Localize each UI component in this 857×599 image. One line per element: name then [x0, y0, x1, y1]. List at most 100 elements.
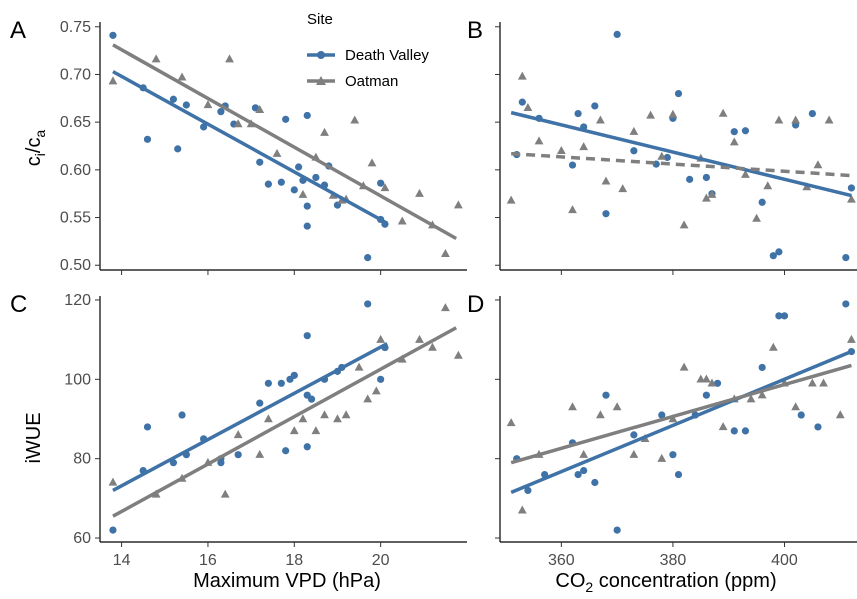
panel-b [495, 22, 857, 275]
y-tick-label: 0.65 [60, 114, 91, 131]
point-oatman [415, 334, 424, 343]
point-death-valley [574, 109, 582, 118]
point-oatman [791, 402, 801, 411]
panel-c: 60 80 100 120 14 16 18 20 [64, 292, 467, 569]
point-death-valley [200, 123, 208, 131]
point-oatman [233, 430, 243, 439]
point-death-valley [256, 399, 264, 407]
point-oatman [397, 216, 407, 225]
point-death-valley [303, 202, 311, 210]
point-oatman [679, 362, 689, 371]
y-axis-label-top: ci/ca [23, 130, 48, 167]
point-oatman [367, 158, 377, 167]
point-death-valley [713, 379, 722, 387]
point-death-valley [758, 198, 766, 206]
point-oatman [151, 54, 161, 63]
point-oatman [428, 342, 437, 351]
point-death-valley [109, 526, 117, 534]
point-oatman [441, 248, 450, 257]
point-oatman [763, 181, 773, 190]
point-oatman [108, 76, 118, 85]
point-death-valley [574, 470, 582, 479]
x-tick-label: 360 [548, 552, 575, 569]
x-tick-label: 14 [113, 552, 131, 569]
fit-line-death-valley [112, 342, 388, 492]
point-death-valley [630, 147, 638, 155]
point-death-valley [303, 332, 311, 340]
point-death-valley [780, 312, 789, 320]
x-tick-label: 20 [372, 552, 390, 569]
point-death-valley [630, 431, 638, 439]
legend-marker-death-valley [317, 51, 325, 59]
point-oatman [847, 334, 856, 343]
point-oatman [311, 426, 321, 435]
y-tick-label: 0.75 [60, 19, 91, 36]
point-oatman [596, 115, 605, 124]
point-oatman [534, 136, 544, 145]
point-death-valley [518, 98, 526, 106]
point-death-valley [234, 451, 242, 459]
y-tick-label: 100 [64, 371, 91, 388]
point-oatman [320, 410, 329, 419]
panel-letter-d: D [467, 291, 484, 318]
point-death-valley [669, 451, 677, 459]
x-axis-label-left: Maximum VPD (hPa) [193, 570, 381, 592]
x-tick-label: 380 [660, 552, 687, 569]
point-death-valley [364, 300, 372, 308]
point-oatman [679, 220, 689, 229]
point-death-valley [143, 423, 152, 431]
legend-marker-oatman [316, 76, 326, 85]
fit-line-oatman [112, 326, 458, 518]
point-death-valley [602, 391, 610, 399]
point-death-valley [568, 161, 577, 169]
point-death-valley [524, 486, 532, 495]
fit-line-oatman [112, 43, 458, 241]
point-death-valley [312, 173, 320, 182]
point-death-valley [775, 248, 783, 256]
point-oatman [757, 390, 767, 399]
point-oatman [354, 362, 364, 371]
point-death-valley [303, 222, 311, 230]
point-oatman [646, 110, 656, 119]
point-oatman [272, 148, 282, 157]
point-oatman [220, 489, 230, 498]
point-oatman [568, 205, 577, 214]
point-oatman [298, 189, 308, 198]
point-oatman [363, 394, 373, 403]
point-oatman [568, 402, 577, 411]
point-death-valley [178, 411, 186, 419]
x-tick-label: 18 [285, 552, 303, 569]
point-death-valley [613, 30, 621, 38]
y-tick-label: 120 [64, 292, 91, 309]
legend: Site Death Valley Oatman [307, 11, 429, 90]
point-oatman [255, 104, 265, 113]
point-death-valley [847, 184, 856, 192]
panel-a: 0.50 0.55 0.60 0.65 0.70 0.75 [60, 19, 467, 275]
point-death-valley [282, 115, 290, 123]
legend-label-oatman: Oatman [345, 73, 398, 90]
point-death-valley [797, 411, 805, 419]
point-oatman [523, 103, 533, 112]
point-oatman [263, 414, 273, 423]
point-death-valley [290, 186, 298, 194]
panel-letter-a: A [10, 17, 26, 44]
point-oatman [807, 378, 817, 387]
point-oatman [707, 378, 717, 387]
point-death-valley [591, 478, 599, 487]
point-death-valley [264, 379, 272, 387]
point-death-valley [109, 31, 117, 39]
point-oatman [824, 115, 834, 124]
x-tick-label: 16 [199, 552, 217, 569]
point-oatman [718, 422, 728, 431]
point-oatman [752, 213, 761, 222]
point-oatman [320, 127, 329, 136]
y-tick-label: 0.70 [60, 66, 91, 83]
y-axis-label-bottom: iWUE [23, 412, 45, 463]
point-death-valley [264, 180, 272, 188]
point-oatman [629, 126, 639, 135]
point-death-valley [303, 443, 311, 451]
point-oatman [741, 169, 750, 178]
point-death-valley [174, 145, 182, 153]
point-oatman [255, 449, 265, 458]
